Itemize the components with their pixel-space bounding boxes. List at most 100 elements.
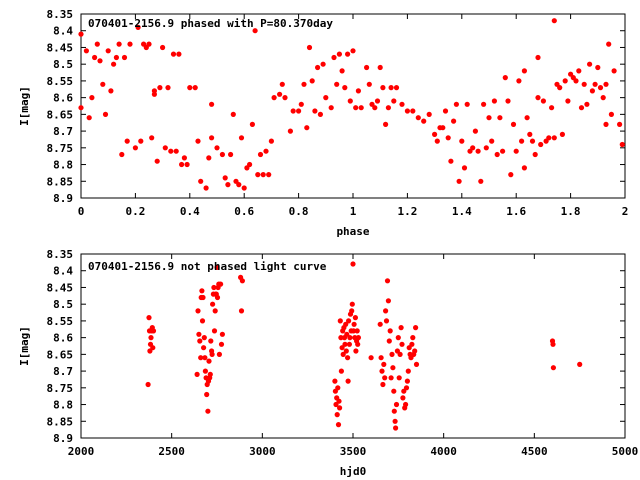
y-tick-label: 8.45 [47, 281, 74, 294]
data-point [209, 351, 215, 357]
data-point [404, 378, 410, 384]
data-point [352, 315, 358, 321]
data-point [257, 151, 264, 158]
data-point [146, 315, 152, 321]
y-tick-label: 8.4 [53, 265, 73, 278]
data-point [483, 145, 489, 151]
data-point [413, 361, 420, 367]
data-point [393, 401, 400, 408]
data-point [197, 338, 203, 344]
data-point [372, 105, 378, 111]
data-point [368, 355, 374, 361]
x-tick-label: 3000 [249, 445, 276, 458]
data-point [432, 131, 438, 137]
data-point [201, 335, 207, 341]
data-point [83, 48, 89, 54]
data-point [551, 18, 557, 24]
data-point [399, 341, 405, 347]
data-point [339, 68, 345, 74]
data-point [201, 345, 207, 351]
data-point [323, 95, 329, 101]
data-point [589, 88, 596, 94]
data-point [263, 148, 269, 154]
data-point [230, 111, 236, 117]
data-point [338, 368, 344, 374]
data-point [381, 361, 387, 367]
x-tick-label: 1.6 [506, 205, 526, 218]
data-point [145, 381, 151, 388]
data-point [249, 121, 255, 127]
data-point [268, 138, 274, 144]
plot-frame [80, 13, 626, 199]
y-tick-label: 8.9 [53, 432, 73, 445]
data-point [239, 278, 245, 284]
data-point [78, 105, 84, 111]
data-point [516, 78, 522, 84]
data-point [535, 95, 541, 101]
data-point [336, 51, 342, 57]
y-tick-label: 8.75 [47, 382, 74, 395]
data-point [345, 355, 351, 361]
x-tick-label: 1.2 [397, 205, 417, 218]
data-point [168, 148, 174, 154]
data-point [203, 185, 209, 191]
data-point [206, 358, 212, 364]
data-point [342, 341, 348, 347]
data-point [222, 175, 228, 181]
data-point [199, 318, 206, 324]
data-point [150, 328, 157, 334]
y-tick-label: 8.6 [53, 92, 73, 105]
data-point [603, 81, 609, 87]
data-point [377, 64, 383, 71]
data-point [600, 95, 606, 101]
data-point [335, 422, 342, 428]
data-point [573, 78, 579, 84]
data-point [405, 368, 411, 374]
data-point [337, 318, 343, 324]
data-point [271, 95, 277, 101]
data-point [317, 111, 323, 117]
data-point [150, 345, 156, 351]
x-tick-label: 2000 [68, 445, 95, 458]
data-point [410, 108, 416, 114]
y-tick-label: 8.6 [53, 332, 73, 345]
data-point [119, 151, 125, 158]
x-tick-label: 0.2 [125, 205, 145, 218]
data-point [456, 178, 462, 184]
data-point [587, 61, 593, 67]
data-point [358, 105, 364, 111]
x-tick-label: 1.4 [452, 205, 472, 218]
data-point [611, 68, 617, 74]
data-point [380, 381, 386, 388]
data-point [494, 151, 500, 158]
data-point [606, 41, 612, 47]
data-point [345, 378, 351, 384]
data-point [505, 98, 511, 104]
data-point [339, 345, 345, 351]
data-point [413, 325, 419, 331]
data-point [386, 338, 392, 344]
data-point [619, 141, 625, 148]
data-point [390, 365, 396, 371]
data-point [562, 78, 568, 84]
data-point [535, 54, 541, 61]
data-point [388, 375, 394, 381]
data-point [391, 408, 397, 414]
data-point [194, 371, 200, 377]
y-tick-label: 8.5 [53, 58, 73, 71]
data-point [379, 368, 385, 374]
data-point [550, 365, 557, 371]
data-point [400, 395, 406, 401]
data-point [340, 351, 346, 357]
data-point [198, 178, 204, 184]
data-point [364, 64, 370, 71]
chart-panel-1: 0 0.2 0.4 0.6 0.8 1 1.2 1.4 1.6 1.8 2 8.35 8.4 8.45 8.… [18, 8, 628, 238]
data-point [206, 155, 212, 161]
data-point [78, 31, 84, 37]
data-point [170, 51, 177, 57]
data-point [121, 54, 128, 61]
data-point [124, 138, 130, 144]
y-tick-label: 8.7 [53, 125, 73, 138]
data-point [391, 98, 397, 104]
data-point [195, 308, 201, 314]
